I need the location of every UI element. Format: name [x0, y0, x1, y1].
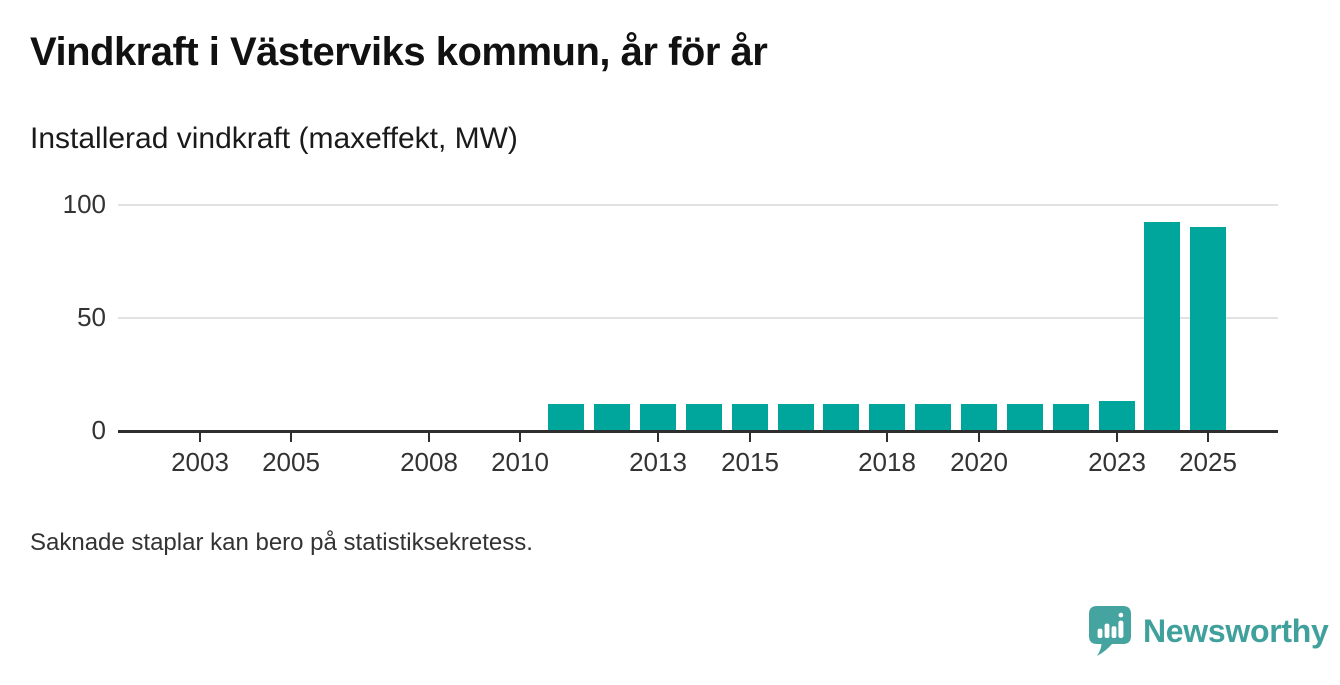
x-tick-2023	[1116, 433, 1118, 442]
bar-2014	[686, 404, 722, 430]
y-axis-label-0: 0	[91, 415, 106, 445]
x-axis-label-2010: 2010	[491, 447, 549, 477]
y-axis-label-100: 100	[62, 189, 106, 219]
y-axis-label-50: 50	[77, 302, 106, 332]
x-axis-label-2023: 2023	[1088, 447, 1146, 477]
bar-2016	[778, 404, 814, 430]
x-tick-2005	[290, 433, 292, 442]
chart-title: Vindkraft i Västerviks kommun, år för år	[30, 30, 768, 74]
bar-2011	[548, 404, 584, 430]
bar-2012	[594, 404, 630, 430]
x-axis-line	[118, 430, 1278, 433]
x-tick-2003	[199, 433, 201, 442]
footnote: Saknade staplar kan bero på statistiksek…	[30, 529, 533, 556]
x-axis-label-2005: 2005	[262, 447, 320, 477]
bar-2019	[915, 404, 951, 430]
x-tick-2010	[519, 433, 521, 442]
x-tick-2013	[657, 433, 659, 442]
x-tick-2015	[749, 433, 751, 442]
gridline-100	[118, 204, 1278, 206]
bar-2017	[823, 404, 859, 430]
x-axis-label-2008: 2008	[400, 447, 458, 477]
x-tick-2008	[428, 433, 430, 442]
bar-2022	[1053, 404, 1089, 430]
newsworthy-wordmark: Newsworthy	[1143, 612, 1329, 649]
newsworthy-logo-icon	[1089, 606, 1131, 656]
x-axis-label-2018: 2018	[858, 447, 916, 477]
bar-2023	[1099, 401, 1135, 430]
x-tick-2018	[886, 433, 888, 442]
bar-2020	[961, 404, 997, 430]
bar-2024	[1144, 222, 1180, 430]
x-tick-2020	[978, 433, 980, 442]
gridline-50	[118, 317, 1278, 319]
newsworthy-logo[interactable]: Newsworthy	[1084, 602, 1329, 660]
bar-2015	[732, 404, 768, 430]
x-axis-label-2003: 2003	[171, 447, 229, 477]
bar-2021	[1007, 404, 1043, 430]
x-axis-label-2025: 2025	[1179, 447, 1237, 477]
bar-2025	[1190, 227, 1226, 430]
x-axis-label-2015: 2015	[721, 447, 779, 477]
bar-2013	[640, 404, 676, 430]
x-axis-label-2020: 2020	[950, 447, 1008, 477]
chart-subtitle: Installerad vindkraft (maxeffekt, MW)	[30, 122, 518, 155]
bar-2018	[869, 404, 905, 430]
x-axis-label-2013: 2013	[629, 447, 687, 477]
x-tick-2025	[1207, 433, 1209, 442]
